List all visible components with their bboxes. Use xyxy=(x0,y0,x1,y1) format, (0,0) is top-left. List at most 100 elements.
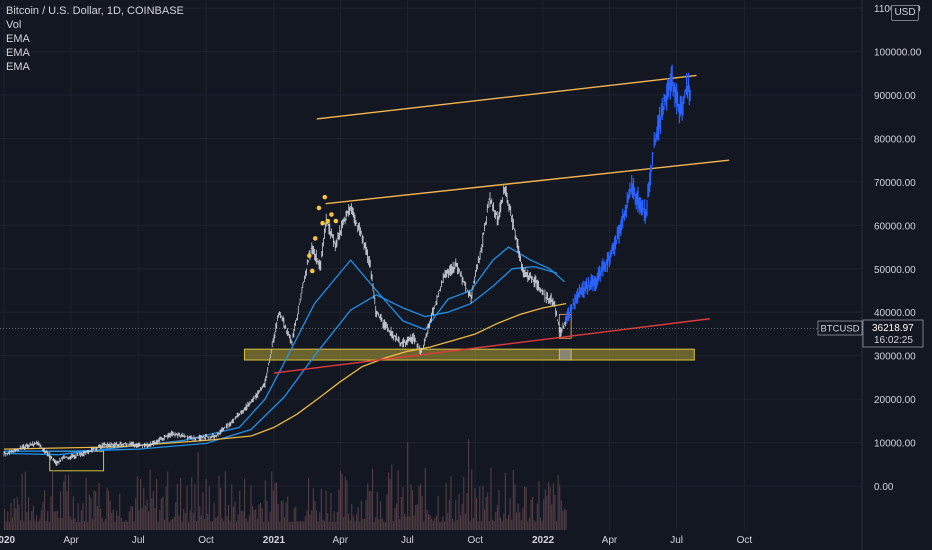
volume-bar xyxy=(181,521,183,530)
volume-bar xyxy=(520,520,522,530)
x-tick-label: Oct xyxy=(737,535,753,546)
marker-dot xyxy=(322,194,328,200)
volume-bar xyxy=(319,512,321,530)
volume-bar xyxy=(266,500,268,530)
volume-bar xyxy=(127,521,129,530)
y-tick-label: 0.00 xyxy=(874,482,894,493)
volume-bar xyxy=(458,494,460,530)
support-zone[interactable] xyxy=(558,313,572,339)
x-tick-label: Apr xyxy=(602,535,618,546)
symbol-tag-label: BTCUSD xyxy=(820,324,859,335)
volume-bar xyxy=(560,500,562,530)
volume-bar xyxy=(471,469,473,530)
volume-bar xyxy=(434,517,436,530)
price-series xyxy=(3,64,691,466)
volume-bar xyxy=(493,521,495,530)
grid xyxy=(0,0,862,530)
channel-line[interactable] xyxy=(325,159,730,205)
volume-bar xyxy=(362,518,364,530)
volume-bar xyxy=(522,507,524,530)
volume-bar xyxy=(239,490,241,530)
volume-bar xyxy=(444,521,446,530)
volume-bar xyxy=(487,492,489,530)
trend-line-red[interactable] xyxy=(273,318,710,374)
volume-bar xyxy=(93,490,95,530)
volume-bar xyxy=(349,520,351,530)
volume-bar xyxy=(224,471,226,530)
volume-bar xyxy=(509,498,511,530)
volume-bar xyxy=(55,511,57,530)
volume-bar xyxy=(216,516,218,530)
indicator-vol[interactable]: Vol xyxy=(6,19,22,31)
volume-bar xyxy=(79,521,81,530)
volume-bar xyxy=(229,521,231,530)
volume-bar xyxy=(288,521,290,530)
volume-bar xyxy=(140,478,142,530)
volume-bar xyxy=(92,519,94,530)
marker-dot xyxy=(316,205,322,211)
volume-bar xyxy=(18,504,20,530)
volume-bar xyxy=(340,470,342,530)
x-tick-label: Jul xyxy=(401,535,414,546)
volume-bar xyxy=(95,491,97,530)
volume-bar xyxy=(276,482,278,530)
volume-bar xyxy=(496,505,498,530)
volume-bar xyxy=(157,521,159,530)
indicator-ema-2[interactable]: EMA xyxy=(6,47,30,59)
volume-bar xyxy=(117,515,119,530)
volume-bar xyxy=(119,493,121,530)
volume-bar xyxy=(21,473,23,530)
volume-bar xyxy=(325,490,327,530)
volume-bar xyxy=(429,514,431,530)
volume-bar xyxy=(236,521,238,530)
volume-bar xyxy=(416,504,418,530)
volume-bar xyxy=(128,511,130,530)
volume-bar xyxy=(354,521,356,530)
time-axis[interactable]: 2020 Apr Jul Oct 2021 Apr Jul Oct 2022 Apr Jul Oct xyxy=(0,535,752,546)
volume-bar xyxy=(320,488,322,530)
volume-bar xyxy=(71,519,73,530)
currency-unit-badge[interactable]: USD xyxy=(891,5,919,21)
volume-bar xyxy=(380,501,382,530)
legend: Bitcoin / U.S. Dollar, 1D, COINBASE Vol … xyxy=(6,4,184,74)
volume-bar xyxy=(47,510,49,530)
volume-bar xyxy=(180,478,182,530)
indicator-ema-3[interactable]: EMA xyxy=(6,61,30,73)
volume-bar xyxy=(426,509,428,530)
volume-bar xyxy=(370,491,372,530)
channel-line[interactable] xyxy=(316,74,697,120)
volume-bar xyxy=(474,488,476,530)
volume-bar xyxy=(381,518,383,530)
x-tick-label: Apr xyxy=(333,535,349,546)
indicator-ema-1[interactable]: EMA xyxy=(6,33,30,45)
volume-bar xyxy=(159,510,161,530)
chart-title[interactable]: Bitcoin / U.S. Dollar, 1D, COINBASE xyxy=(6,5,184,17)
volume-bar xyxy=(68,475,70,530)
volume-bar xyxy=(200,515,202,530)
volume-bar xyxy=(148,511,150,530)
y-tick-label: 40000.00 xyxy=(874,308,916,319)
volume-bar xyxy=(501,521,503,530)
volume-bar xyxy=(240,510,242,530)
volume-bar xyxy=(304,516,306,530)
volume-bar xyxy=(149,469,151,530)
volume-bar xyxy=(52,471,54,530)
volume-bar xyxy=(205,478,207,530)
volume-bar xyxy=(184,513,186,530)
volume-bar xyxy=(335,521,337,530)
volume-bar xyxy=(116,510,118,530)
support-zone[interactable] xyxy=(558,348,572,361)
y-tick-label: 60000.00 xyxy=(874,221,916,232)
trend-lines[interactable] xyxy=(273,74,730,374)
volume-bar xyxy=(517,503,519,530)
volume-bar xyxy=(359,521,361,530)
volume-bar xyxy=(512,469,514,530)
volume-bar xyxy=(469,521,471,530)
volume-bar xyxy=(167,471,169,530)
volume-bar xyxy=(490,467,492,530)
marker-dot xyxy=(309,268,315,274)
volume-bar xyxy=(45,520,47,530)
volume-bar xyxy=(199,506,201,530)
volume-bar xyxy=(477,521,479,530)
